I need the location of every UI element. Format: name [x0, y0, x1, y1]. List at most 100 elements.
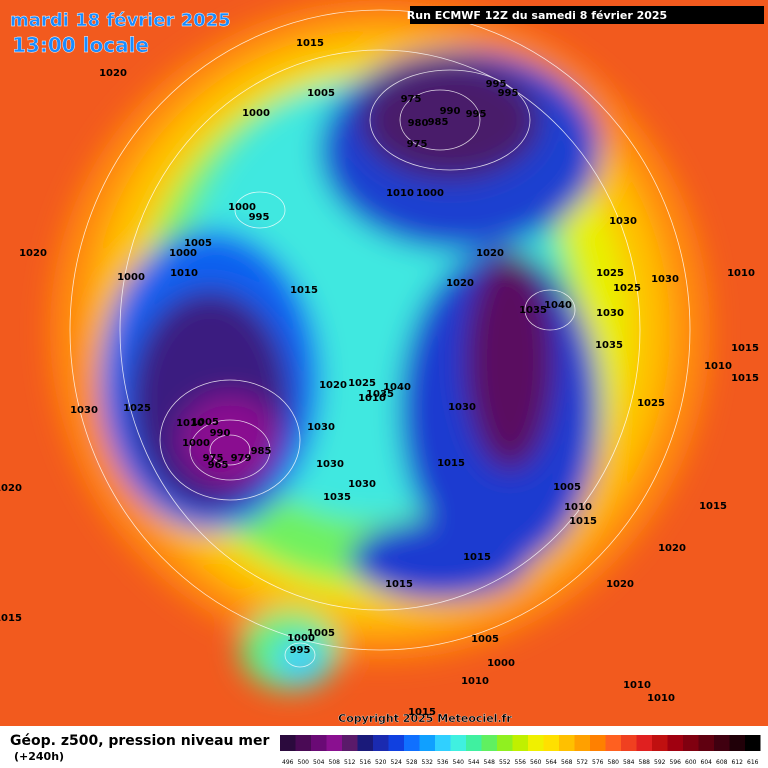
colorbar-swatch: [667, 735, 683, 751]
isobar-label: 1030: [651, 274, 679, 285]
isobar-label: 1020: [446, 278, 474, 289]
isobar-label: 995: [466, 109, 487, 120]
copyright: Copyright 2025 Meteociel.fr: [338, 712, 512, 725]
colorbar-label: 516: [360, 759, 372, 766]
isobar-label: 1030: [70, 405, 98, 416]
isobar-label: 1015: [290, 285, 318, 296]
colorbar-label: 540: [453, 759, 465, 766]
colorbar-label: 564: [546, 759, 558, 766]
isobar-label: 1020: [99, 68, 127, 79]
colorbar-label: 528: [406, 759, 418, 766]
colorbar-swatch: [373, 735, 389, 751]
colorbar-label: 560: [530, 759, 542, 766]
isobar-label: 1035: [366, 389, 394, 400]
isobar-label: 1025: [596, 268, 624, 279]
isobar-label: 1015: [408, 707, 436, 718]
colorbar-label: 508: [329, 759, 341, 766]
isobar-label: 1020: [0, 483, 22, 494]
isobar-label: 1015: [0, 613, 22, 624]
colorbar-swatch: [714, 735, 730, 751]
colorbar-swatch: [543, 735, 559, 751]
isobar-label: 1025: [637, 398, 665, 409]
isobar-label: 995: [498, 88, 519, 99]
isobar-label: 1035: [595, 340, 623, 351]
isobar-label: 1000: [182, 438, 210, 449]
colorbar-swatch: [342, 735, 358, 751]
isobar-label: 1030: [348, 479, 376, 490]
colorbar-label: 556: [515, 759, 527, 766]
isobar-label: 1005: [307, 88, 335, 99]
colorbar-label: 512: [344, 759, 356, 766]
isobar-label: 1020: [606, 579, 634, 590]
colorbar-swatch: [605, 735, 621, 751]
isobar-label: 979: [231, 453, 252, 464]
map-field: [0, 0, 768, 726]
run-box: [410, 6, 764, 24]
isobar-label: 995: [486, 79, 507, 90]
isobar-label: 1005: [471, 634, 499, 645]
colorbar: 496 500 504 508 512 516 520 524 528 532 536 540 544 5…: [280, 735, 761, 766]
colorbar-swatch: [683, 735, 699, 751]
isobar-label: 1025: [613, 283, 641, 294]
colorbar-swatch: [404, 735, 420, 751]
isobar-label: 1000: [287, 633, 315, 644]
isobar-label: 1040: [544, 300, 572, 311]
isobar-label: 1000: [117, 272, 145, 283]
isobar-label: 1010: [386, 188, 414, 199]
isobar-label: 995: [290, 645, 311, 656]
colorbar-swatch: [326, 735, 342, 751]
colorbar-swatch: [481, 735, 497, 751]
isobar-label: 995: [249, 212, 270, 223]
colorbar-swatch: [652, 735, 668, 751]
colorbar-label: 576: [592, 759, 604, 766]
isobar-label: 1030: [609, 216, 637, 227]
colorbar-label: 592: [654, 759, 666, 766]
isobar-label: 1020: [476, 248, 504, 259]
isobar-label: 985: [428, 117, 449, 128]
colorbar-swatch: [698, 735, 714, 751]
colorbar-label: 544: [468, 759, 480, 766]
colorbar-label: 572: [577, 759, 589, 766]
isobar-label: 1040: [383, 382, 411, 393]
colorbar-swatch: [621, 735, 637, 751]
isobar-label: 1025: [348, 378, 376, 389]
colorbar-swatch: [295, 735, 311, 751]
isobar-label: 1025: [123, 403, 151, 414]
isobar-label: 1010: [564, 502, 592, 513]
isobar-label: 1015: [731, 373, 759, 384]
isobar-label: 980: [408, 118, 429, 129]
isobar-label: 1010: [623, 680, 651, 691]
isobar-label: 975: [203, 453, 224, 464]
isobar-label: 1000: [169, 248, 197, 259]
isobar-label: 1000: [416, 188, 444, 199]
colorbar-label: 548: [484, 759, 496, 766]
colorbar-swatch: [729, 735, 745, 751]
colorbar-swatch: [280, 735, 296, 751]
isobar-label: 1010: [170, 268, 198, 279]
colorbar-label: 616: [747, 759, 759, 766]
colorbar-label: 500: [298, 759, 310, 766]
isobar-label: 1005: [184, 238, 212, 249]
colorbar-label: 584: [623, 759, 635, 766]
isobar-label: 1010: [461, 676, 489, 687]
isobar-label: 1020: [319, 380, 347, 391]
isobar-label: 1005: [553, 482, 581, 493]
colorbar-label: 580: [608, 759, 620, 766]
colorbar-label: 520: [375, 759, 387, 766]
isobar-label: 1015: [569, 516, 597, 527]
isobar-label: 990: [210, 428, 231, 439]
isobar-label: 1020: [19, 248, 47, 259]
isobar-label: 1000: [242, 108, 270, 119]
isobar-label: 1015: [731, 343, 759, 354]
isobar-label: 1015: [463, 552, 491, 563]
isobar-label: 1010: [727, 268, 755, 279]
colorbar-swatch: [419, 735, 435, 751]
colorbar-swatch: [559, 735, 575, 751]
colorbar-label: 496: [282, 759, 294, 766]
isobar-label: 1015: [437, 458, 465, 469]
isobar-label: 1030: [307, 422, 335, 433]
colorbar-label: 568: [561, 759, 573, 766]
